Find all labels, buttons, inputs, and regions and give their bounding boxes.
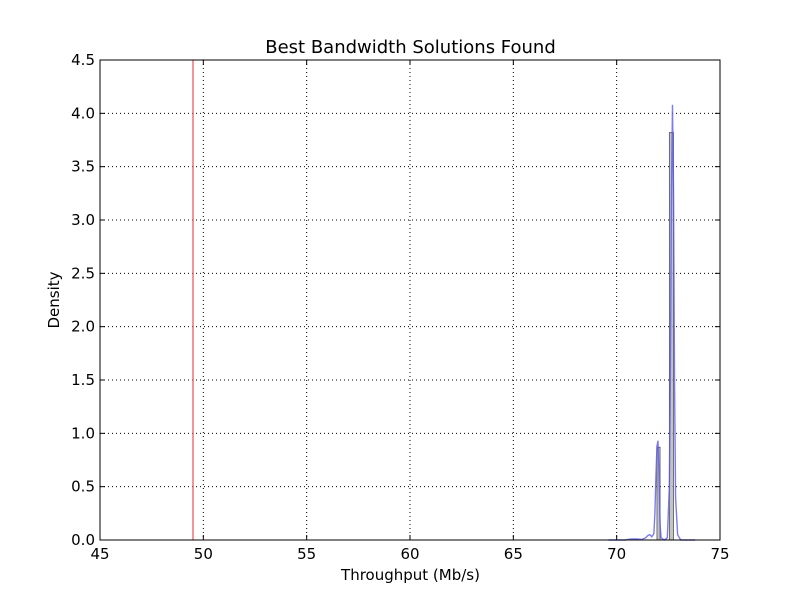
kde-curve	[608, 104, 696, 541]
x-tick-labels: 45 50 55 60 65 70 75	[90, 545, 729, 563]
axis-ticks	[99, 59, 721, 541]
y-tick-label: 1.0	[71, 424, 95, 442]
x-tick-label: 75	[710, 545, 729, 563]
y-tick-label: 3.0	[71, 211, 95, 229]
x-axis-label: Throughput (Mb/s)	[340, 566, 480, 584]
x-tick-label: 55	[297, 545, 316, 563]
x-tick-label: 50	[194, 545, 213, 563]
y-tick-label: 1.5	[71, 371, 95, 389]
y-tick-label: 4.0	[71, 104, 95, 122]
x-tick-label: 70	[607, 545, 626, 563]
y-tick-label: 3.5	[71, 158, 95, 176]
y-tick-label: 2.5	[71, 264, 95, 282]
y-tick-label: 4.5	[71, 51, 95, 69]
y-tick-label: 2.0	[71, 318, 95, 336]
x-tick-label: 45	[90, 545, 109, 563]
x-tick-label: 65	[504, 545, 523, 563]
y-tick-label: 0.5	[71, 478, 95, 496]
x-tick-label: 60	[400, 545, 419, 563]
chart-title: Best Bandwidth Solutions Found	[265, 37, 556, 58]
y-tick-labels: 0.0 0.5 1.0 1.5 2.0 2.5 3.0 3.5 4.0 4.5	[71, 51, 95, 549]
y-axis-label: Density	[45, 271, 63, 328]
y-tick-label: 0.0	[71, 531, 95, 549]
grid-lines	[100, 60, 720, 540]
kde-curve-group	[608, 104, 696, 541]
